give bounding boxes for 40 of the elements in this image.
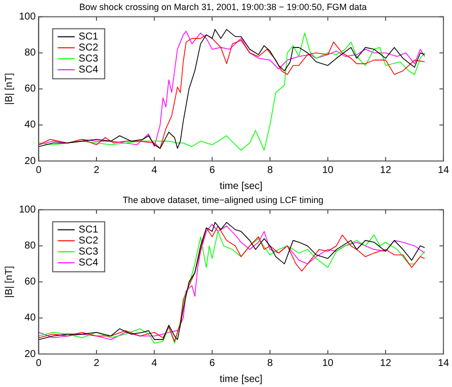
legend-label: SC2 [78,42,99,54]
legend-label: SC2 [78,236,99,247]
legend-label: SC3 [78,54,99,65]
y-tick-label: 40 [24,120,36,131]
legend-label: SC1 [78,32,99,43]
x-axis-title: time [sec] [220,180,263,192]
x-tick-label: 14 [438,358,450,369]
x-tick-label: 8 [267,164,274,176]
y-tick-label: 100 [18,12,36,23]
x-tick-label: 12 [380,164,392,176]
y-tick-label: 40 [24,312,36,324]
x-tick-label: 0 [36,358,42,369]
chart-title: The above dataset, time−aligned using LCF timing [122,194,324,205]
y-tick-label: 60 [24,84,36,95]
x-tick-label: 14 [438,164,450,176]
x-tick-label: 4 [152,358,158,369]
legend-label: SC4 [78,258,99,269]
y-tick-label: 60 [24,276,36,288]
y-tick-label: 80 [24,240,36,252]
y-tick-label: 20 [24,156,36,167]
x-tick-label: 8 [267,358,274,369]
y-tick-label: 20 [24,348,36,360]
x-tick-label: 10 [322,164,334,176]
x-tick-label: 2 [94,358,100,369]
x-tick-label: 0 [36,164,42,176]
x-axis-title: time [sec] [220,374,263,385]
legend-label: SC3 [78,246,99,258]
x-tick-label: 12 [380,358,392,369]
chart-title: Bow shock crossing on March 31, 2001, 19:00:38 − 19:00:50, FGM data [79,2,367,12]
x-tick-label: 10 [322,358,334,369]
legend-label: SC4 [78,64,99,76]
legend-label: SC1 [78,224,99,236]
x-tick-label: 2 [94,164,100,176]
x-tick-label: 6 [209,358,216,369]
y-tick-label: 100 [18,204,36,216]
y-axis-title: |B| [nT] [4,72,15,105]
y-tick-label: 80 [24,48,36,59]
x-tick-label: 6 [209,164,216,176]
x-tick-label: 4 [152,164,158,176]
y-axis-title: |B| [nT] [4,266,15,298]
